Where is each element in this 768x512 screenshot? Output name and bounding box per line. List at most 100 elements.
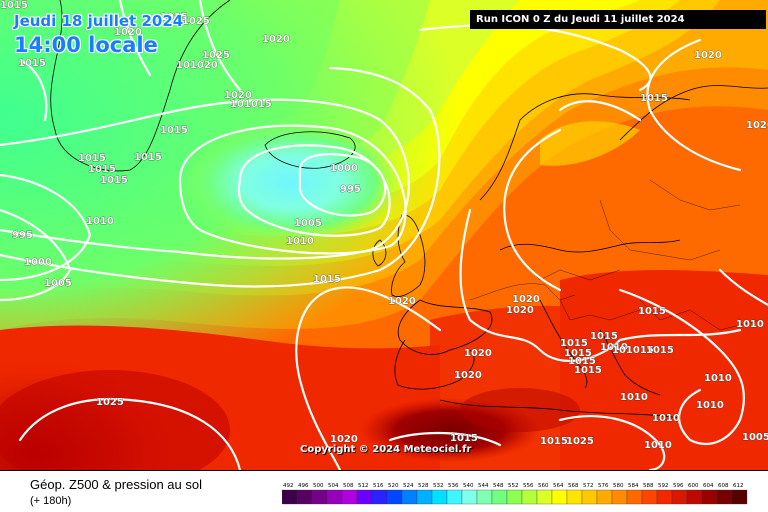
scale-tick-label: 564	[553, 483, 564, 489]
scale-tick-label: 584	[628, 483, 639, 489]
isobar-label: 1010	[644, 440, 672, 451]
scale-tick-label: 556	[523, 483, 534, 489]
scale-swatch	[282, 489, 298, 505]
isobar-label: 1020	[262, 34, 290, 45]
scale-tick-label: 504	[328, 483, 339, 489]
scale-tick-label: 524	[403, 483, 414, 489]
isobar-label: 1015	[160, 125, 188, 136]
scale-swatch	[551, 489, 568, 505]
isobar-labels: 1025 1025 1020 1020 1025 101020 1015 102…	[0, 0, 768, 451]
scale-swatch	[506, 489, 523, 505]
scale-tick-label: 580	[613, 483, 624, 489]
isobar-label: 1015	[574, 365, 602, 376]
isobar-label: 1010	[704, 373, 732, 384]
geopotential-shading	[0, 0, 768, 470]
scale-swatch	[521, 489, 538, 505]
forecast-map: 1025 1025 1020 1020 1025 101020 1015 102…	[0, 0, 768, 470]
scale-swatch	[581, 489, 598, 505]
isobar-label: 1015	[88, 164, 116, 175]
scale-tick-label: 552	[508, 483, 519, 489]
scale-tick-label: 596	[673, 483, 684, 489]
scale-tick-label: 492	[283, 483, 294, 489]
isobar-lines	[0, 0, 768, 470]
isobar-label: 1015	[134, 152, 162, 163]
isobar-label: 1015	[540, 436, 568, 447]
isobar-label: 1015	[18, 58, 46, 69]
isobar-label: 1020	[746, 120, 768, 131]
scale-tick-label: 508	[343, 483, 354, 489]
legend-subtitle: (+ 180h)	[30, 495, 72, 507]
isobar-label: 1015	[0, 0, 28, 11]
scale-tick-label: 592	[658, 483, 669, 489]
scale-swatch	[671, 489, 688, 505]
isobar-label: 101020	[176, 60, 218, 71]
scale-tick-label: 528	[418, 483, 429, 489]
isobar-label: 1000	[24, 257, 52, 268]
scale-tick-label: 608	[718, 483, 729, 489]
isobar-label: 1015	[78, 153, 106, 164]
isobar-label: 1025	[96, 397, 124, 408]
scale-tick-label: 540	[463, 483, 474, 489]
isobar-label: 1005	[44, 278, 72, 289]
scale-swatch	[446, 489, 463, 505]
scale-swatch	[626, 489, 643, 505]
isobar-label: 1015	[450, 433, 478, 444]
isobar-label: 1010	[620, 392, 648, 403]
scale-swatch	[401, 489, 418, 505]
scale-tick-label: 500	[313, 483, 324, 489]
isobar-label: 1010	[286, 236, 314, 247]
scale-swatch	[296, 489, 313, 505]
scale-swatch	[596, 489, 613, 505]
scale-tick-label: 536	[448, 483, 459, 489]
scale-tick-label: 612	[733, 483, 744, 489]
isobar-label: 1020	[114, 27, 142, 38]
isobar-label: 1020	[330, 434, 358, 445]
isobar-label: 1025	[182, 16, 210, 27]
isobar-label: 1015	[638, 306, 666, 317]
scale-swatch	[686, 489, 703, 505]
scale-tick-label: 548	[493, 483, 504, 489]
isobar-label: 1015	[564, 348, 592, 359]
scale-swatch	[476, 489, 493, 505]
isobar-label: 1025	[160, 12, 188, 23]
isobar-label: 1025	[566, 436, 594, 447]
legend-bar: Géop. Z500 & pression au sol (+ 180h) 49…	[0, 470, 768, 512]
isobar-label: 995	[12, 230, 33, 241]
scale-swatch	[641, 489, 658, 505]
scale-tick-label: 532	[433, 483, 444, 489]
scale-swatch	[491, 489, 508, 505]
isobar-label: 1020	[224, 90, 252, 101]
scale-swatch	[356, 489, 373, 505]
isobar-label: 1015	[100, 175, 128, 186]
forecast-date: Jeudi 18 juillet 2024	[14, 12, 184, 30]
scale-tick-label: 600	[688, 483, 699, 489]
isobar-label: 1025	[202, 50, 230, 61]
scale-swatch	[311, 489, 328, 505]
isobar-label: 1000	[330, 163, 358, 174]
scale-tick-label: 496	[298, 483, 309, 489]
scale-swatch	[416, 489, 433, 505]
isobar-label: 1015	[568, 356, 596, 367]
scale-tick-label: 568	[568, 483, 579, 489]
isobar-label: 1015	[313, 274, 341, 285]
scale-tick-label: 512	[358, 483, 369, 489]
isobar-label: 101015	[230, 99, 272, 110]
scale-tick-label: 604	[703, 483, 714, 489]
isobar-label: 1015	[560, 338, 588, 349]
scale-swatch	[716, 489, 733, 505]
isobar-label: 1015	[640, 93, 668, 104]
isobar-label: 1020	[464, 348, 492, 359]
forecast-time: 14:00 locale	[14, 33, 158, 57]
color-scale: 492 496 500 504 508 512 516 520 524 528 532 536 540 5…	[282, 483, 748, 505]
copyright-notice: Copyright © 2024 Meteociel.fr	[300, 444, 472, 455]
scale-swatch	[611, 489, 628, 505]
isobar-label: 1010	[652, 413, 680, 424]
isobar-label: 1020	[694, 50, 722, 61]
scale-swatch	[371, 489, 388, 505]
isobar-label: 995	[340, 184, 361, 195]
scale-tick-label: 560	[538, 483, 549, 489]
scale-tick-label: 544	[478, 483, 489, 489]
scale-swatch	[701, 489, 718, 505]
isobar-label: 1015	[590, 331, 618, 342]
